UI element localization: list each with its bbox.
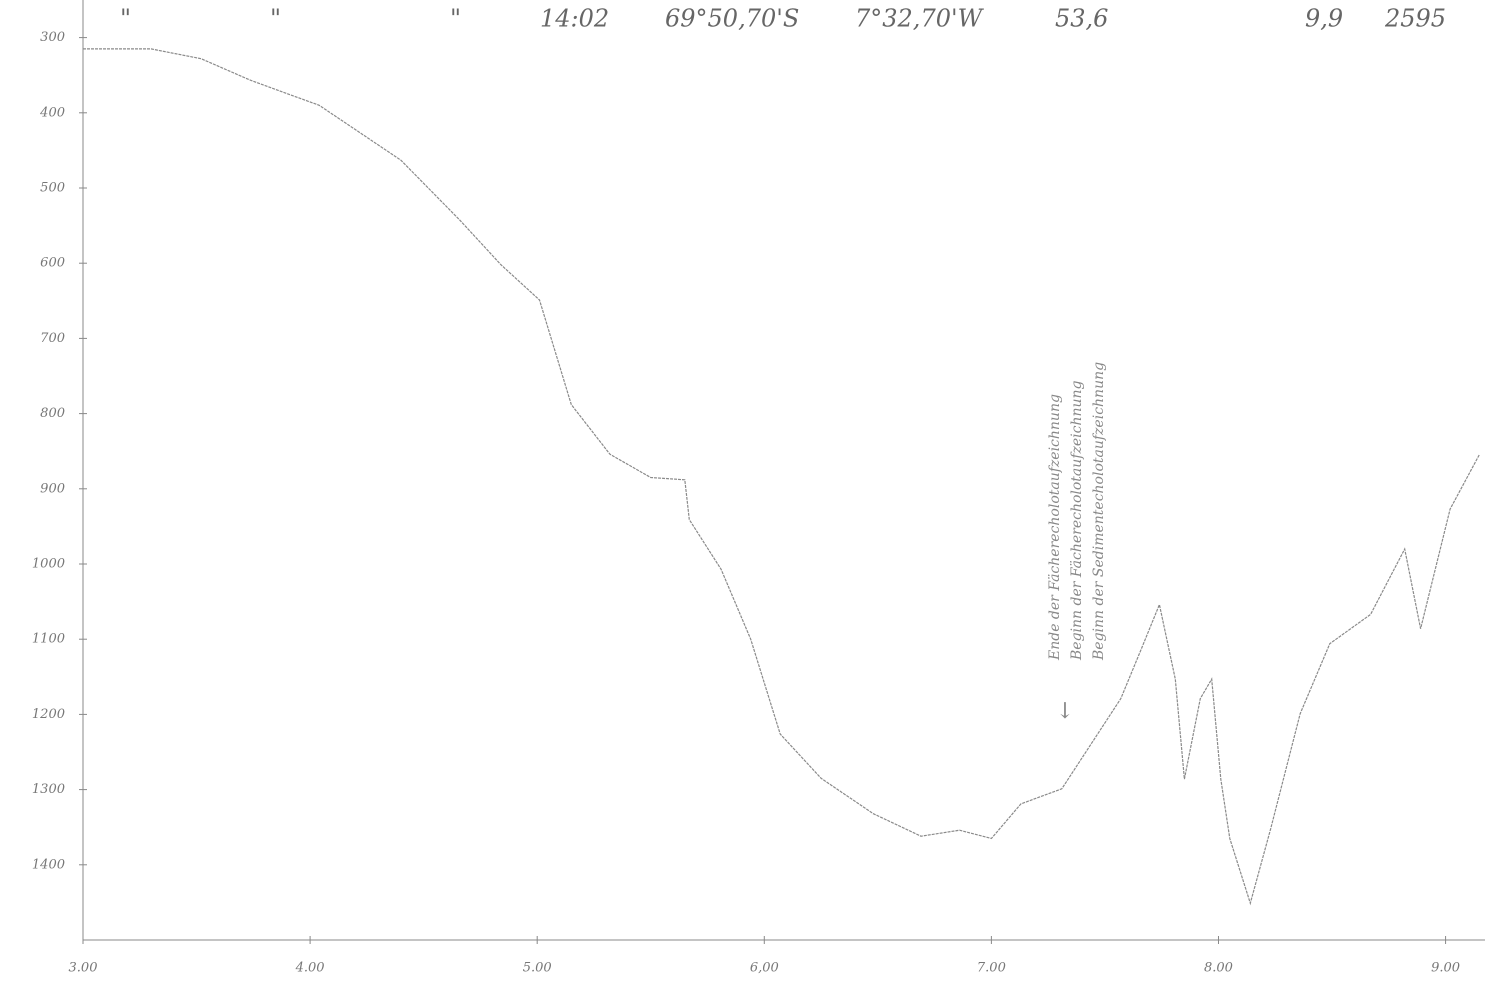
- y-tick-label: 900: [40, 481, 65, 496]
- y-tick-label: 1100: [32, 632, 65, 647]
- header-text: 7°32,70'W: [855, 5, 985, 33]
- annotation: Beginn der Fächerecholotaufzeichnung: [1069, 380, 1085, 661]
- y-tick-label: 1400: [32, 857, 65, 872]
- x-tick-label: 3.00: [69, 961, 98, 976]
- y-tick-label: 500: [40, 181, 65, 196]
- depth-trace: [83, 48, 1481, 906]
- y-tick-label: 1200: [32, 707, 65, 722]
- header-text: 53,6: [1055, 5, 1108, 33]
- annotation: Beginn der Sedimentecholotaufzeichnung: [1091, 362, 1107, 661]
- x-tick-label: 4.00: [295, 961, 325, 976]
- x-tick-label: 8.00: [1204, 961, 1233, 976]
- y-tick-label: 1300: [32, 782, 65, 797]
- x-tick-label: 9.00: [1431, 961, 1460, 976]
- header-text: 2595: [1384, 5, 1446, 33]
- y-tick-label: 400: [39, 105, 65, 120]
- y-tick-label: 800: [40, 406, 65, 421]
- x-tick-label: 5.00: [523, 961, 552, 976]
- header-text: ": [120, 5, 131, 33]
- y-tick-label: 600: [40, 256, 65, 271]
- y-tick-label: 300: [40, 30, 65, 45]
- x-tick-label: 7.00: [977, 961, 1006, 976]
- header-text: ": [450, 5, 461, 33]
- y-tick-label: 700: [40, 331, 65, 346]
- annotation: Ende der Fächerecholotaufzeichnung: [1047, 394, 1063, 661]
- y-tick-label: 1000: [32, 557, 65, 572]
- header-text: 14:02: [540, 5, 609, 33]
- header-text: 9,9: [1305, 5, 1343, 33]
- x-tick-label: 6,00: [750, 961, 779, 976]
- header-text: ": [270, 5, 281, 33]
- header-text: 69°50,70'S: [665, 5, 799, 33]
- annotation-arrow: ↓: [1056, 699, 1074, 724]
